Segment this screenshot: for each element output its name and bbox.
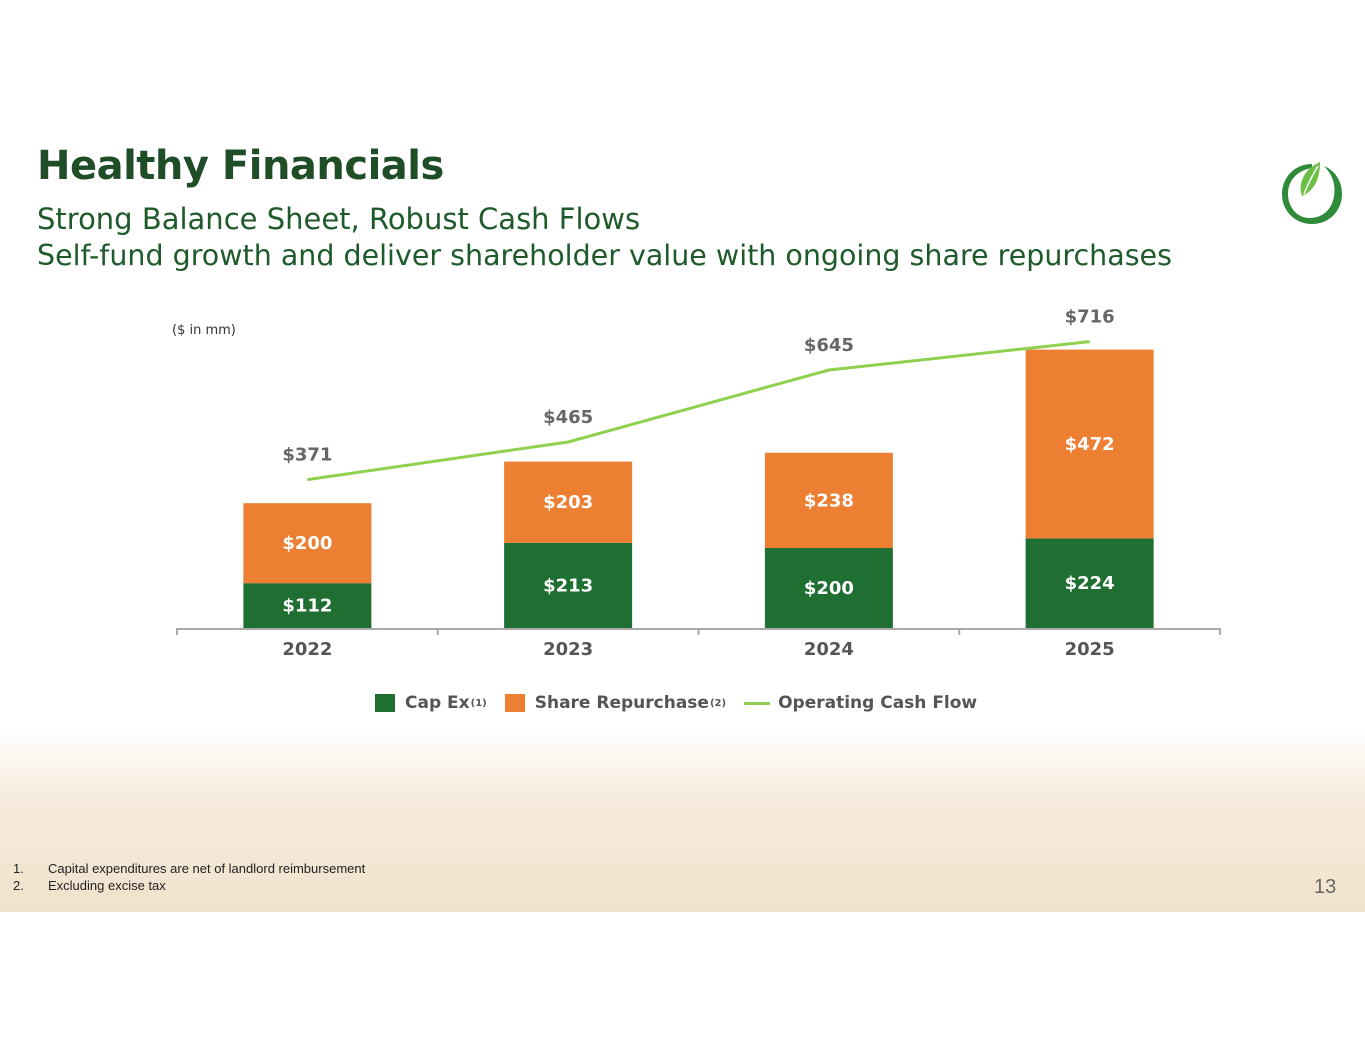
line-data-label: $716 [1065, 307, 1115, 328]
units-label: ($ in mm) [172, 323, 236, 338]
x-tick-label: 2022 [282, 639, 332, 660]
footnote-number: 1. [13, 861, 24, 876]
legend-swatch-share-repurchase [504, 694, 525, 712]
subtitle-line-1: Strong Balance Sheet, Robust Cash Flows [37, 202, 641, 236]
operating-cash-flow-line [307, 340, 1090, 482]
data-label: $200 [804, 578, 854, 599]
x-tick-label: 2025 [1065, 639, 1115, 660]
chart-legend: Cap Ex (1) Share Repurchase (2) Operating … [375, 693, 995, 713]
subtitle-line-2: Self-fund growth and deliver shareholder… [37, 239, 1172, 272]
legend-item-share-repurchase: Share Repurchase (2) [504, 693, 727, 713]
footnote-number: 2. [13, 878, 24, 893]
slide: Healthy Financials Strong Balance Sheet,… [0, 0, 1365, 912]
bar-share-repurchase-2022 [243, 503, 372, 584]
legend-item-operating-cash-flow: Operating Cash Flow [744, 693, 977, 713]
footnote-text: Excluding excise tax [48, 878, 166, 893]
legend-label-share-repurchase: Share Repurchase [534, 693, 709, 713]
data-label: $203 [543, 492, 593, 513]
footnotes: 1. Capital expenditures are net of landl… [13, 860, 365, 894]
data-label: $224 [1065, 573, 1115, 594]
legend-swatch-cap-ex [375, 694, 395, 712]
line-data-label: $465 [543, 407, 593, 428]
data-label: $112 [282, 596, 332, 617]
leaf-logo-icon [1282, 162, 1342, 224]
bar-share-repurchase-2025 [1025, 349, 1154, 539]
legend-footnote-cap-ex: (1) [470, 697, 487, 709]
footnote-text: Capital expenditures are net of landlord… [48, 861, 366, 876]
x-tick-label: 2023 [543, 639, 593, 660]
page-title: Healthy Financials [37, 143, 444, 189]
data-label: $213 [543, 575, 593, 596]
bar-share-repurchase-2023 [504, 461, 633, 543]
footnote-2: 2. Excluding excise tax [13, 877, 365, 894]
cash-flow-chart: $112 $200 $213 $203 $200 $238 $224 $472 2022 2023… [176, 307, 1221, 660]
page-number: 13 [1314, 876, 1337, 898]
data-label: $200 [282, 533, 332, 554]
x-tick-label: 2024 [804, 639, 854, 660]
legend-label-operating-cash-flow: Operating Cash Flow [778, 693, 978, 713]
bar-cap-ex-2025 [1025, 538, 1154, 628]
legend-swatch-operating-cash-flow [744, 701, 771, 705]
line-data-label: $645 [804, 335, 854, 356]
bar-cap-ex-2024 [764, 548, 893, 628]
bar-share-repurchase-2024 [764, 452, 893, 548]
bar-cap-ex-2023 [504, 542, 633, 628]
line-data-label: $371 [282, 445, 332, 466]
bar-cap-ex-2022 [243, 583, 372, 628]
legend-label-cap-ex: Cap Ex [405, 693, 470, 713]
data-label: $472 [1065, 434, 1115, 455]
footnote-1: 1. Capital expenditures are net of landl… [13, 860, 365, 877]
legend-item-cap-ex: Cap Ex (1) [375, 693, 487, 713]
legend-footnote-share-repurchase: (2) [709, 697, 727, 709]
data-label: $238 [804, 490, 854, 511]
